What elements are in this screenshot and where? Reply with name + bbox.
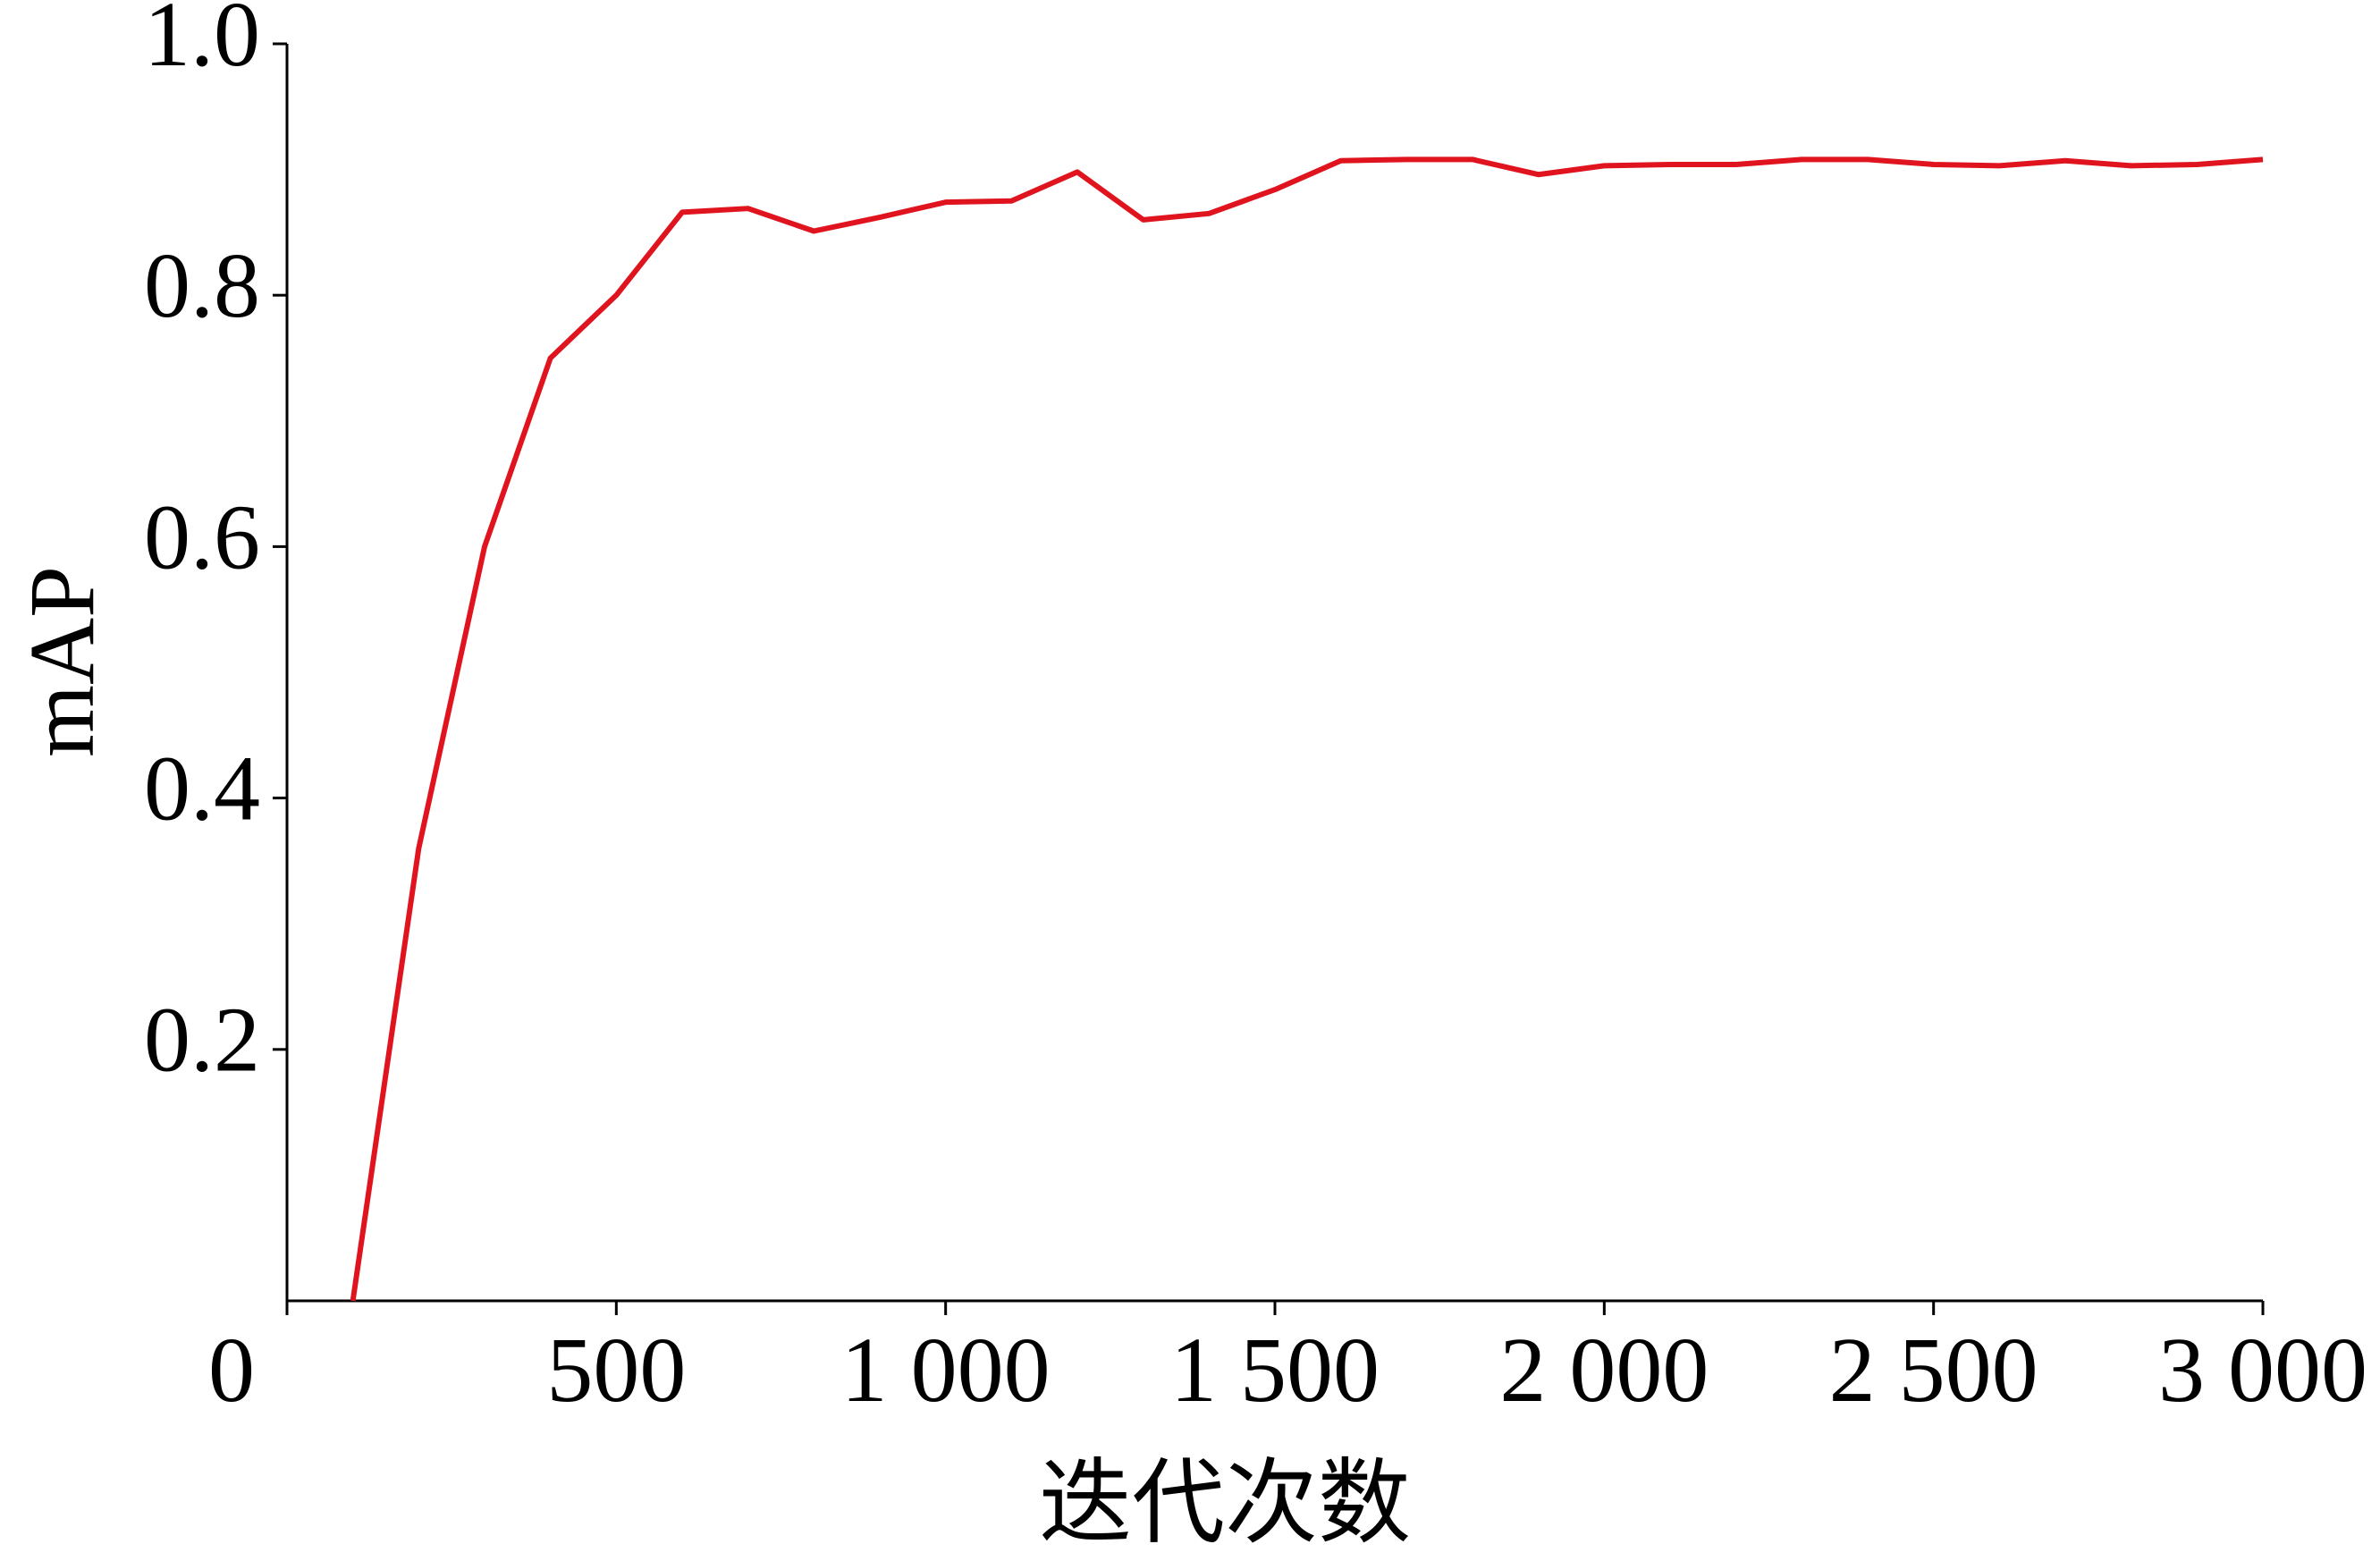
x-axis-label: 迭代次数 [1039,1447,1411,1557]
y-tick-label: 0.4 [144,737,260,840]
x-tick-label: 1 000 [841,1319,1051,1422]
y-tick-label: 0.8 [144,234,260,337]
y-axis-label: mAP [11,566,114,757]
y-tick-label: 0.6 [144,485,260,588]
y-tick-label: 0.2 [144,989,260,1092]
y-tick-label: 1.0 [144,0,260,86]
x-tick-label: 500 [546,1319,686,1422]
x-tick-label: 3 000 [2158,1319,2367,1422]
data-line [350,156,2264,1302]
x-tick-label: 0 [208,1319,255,1422]
x-tick-label: 2 500 [1829,1319,2038,1422]
x-tick-label: 2 000 [1499,1319,1709,1422]
x-tick-label: 1 500 [1170,1319,1380,1422]
